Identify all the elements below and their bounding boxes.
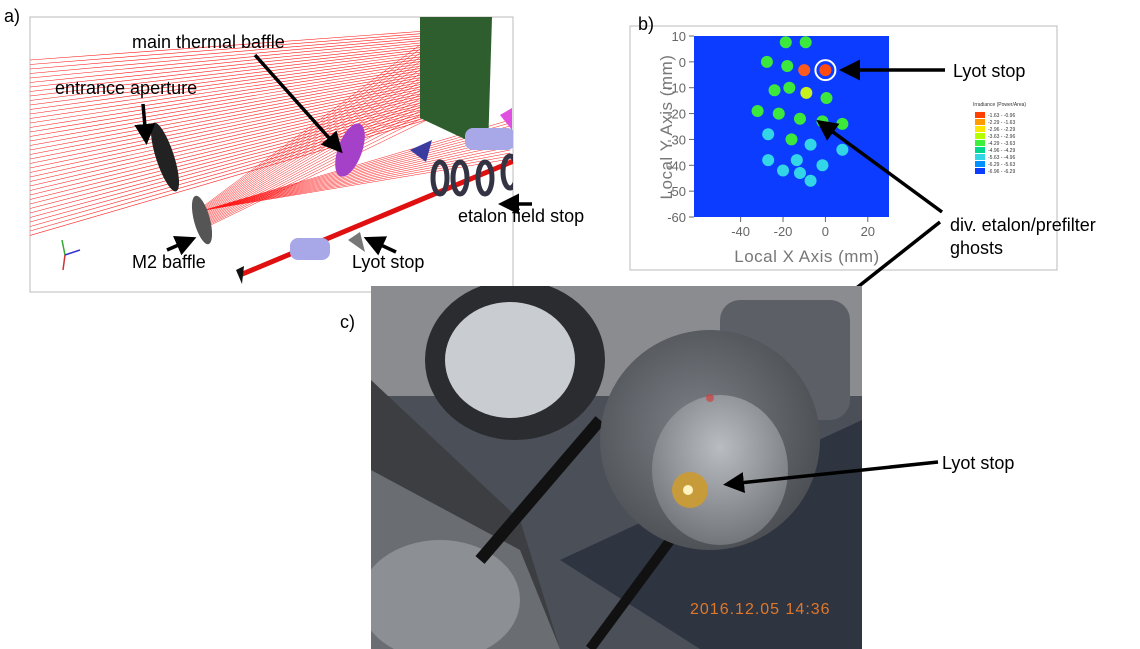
irradiance-spot bbox=[800, 87, 812, 99]
photo-panel: c) Lyot stop 2016.12.05 14:36 bbox=[340, 280, 1014, 649]
irradiance-spot bbox=[819, 64, 831, 76]
callout-label: main thermal baffle bbox=[132, 32, 285, 52]
y-tick-label: -40 bbox=[667, 158, 686, 173]
lens bbox=[465, 128, 515, 150]
y-tick-label: 10 bbox=[672, 29, 686, 44]
y-tick-label: -50 bbox=[667, 184, 686, 199]
y-tick-label: -30 bbox=[667, 132, 686, 147]
legend-label: -4.29 - -3.63 bbox=[988, 141, 1015, 147]
irradiance-spot bbox=[786, 133, 798, 145]
annotation: Lyot stop bbox=[942, 453, 1014, 473]
irradiance-spot bbox=[762, 128, 774, 140]
irradiance-spot bbox=[773, 108, 785, 120]
callout-label: entrance aperture bbox=[55, 78, 197, 98]
timestamp: 2016.12.05 14:36 bbox=[690, 601, 831, 618]
irradiance-spot bbox=[752, 105, 764, 117]
panel-label: c) bbox=[340, 312, 355, 332]
irradiance-spot bbox=[816, 159, 828, 171]
callout-label: M2 baffle bbox=[132, 252, 206, 272]
y-tick-label: 0 bbox=[679, 55, 686, 70]
y-tick-label: -20 bbox=[667, 107, 686, 122]
legend-swatch bbox=[975, 133, 985, 139]
legend-label: -6.96 - -6.29 bbox=[988, 169, 1015, 175]
legend-label: -2.29 - -1.63 bbox=[988, 120, 1015, 126]
irradiance-spot bbox=[777, 164, 789, 176]
legend-label: -2.96 - -2.29 bbox=[988, 127, 1015, 133]
irradiance-spot bbox=[836, 144, 848, 156]
panel-label: a) bbox=[4, 6, 20, 26]
x-axis-label: Local X Axis (mm) bbox=[734, 247, 879, 266]
irradiance-spot bbox=[800, 36, 812, 48]
annotation: ghosts bbox=[950, 238, 1003, 258]
x-tick-label: -20 bbox=[774, 224, 793, 239]
irradiance-spot bbox=[762, 154, 774, 166]
legend-swatch bbox=[975, 112, 985, 118]
x-tick-label: -40 bbox=[731, 224, 750, 239]
irradiance-spot bbox=[781, 60, 793, 72]
legend-swatch bbox=[975, 119, 985, 125]
callout-label: Lyot stop bbox=[352, 252, 424, 272]
legend-label: -5.63 - -4.96 bbox=[988, 155, 1015, 161]
legend-swatch bbox=[975, 126, 985, 132]
photo bbox=[360, 280, 862, 649]
irradiance-spot bbox=[761, 56, 773, 68]
irradiance-spot bbox=[805, 175, 817, 187]
figure: a) main thermal baffle entrance aperture… bbox=[0, 0, 1140, 649]
legend-swatch bbox=[975, 168, 985, 174]
x-tick-label: 0 bbox=[822, 224, 829, 239]
irradiance-spot bbox=[794, 167, 806, 179]
legend-label: -6.29 - -5.63 bbox=[988, 162, 1015, 168]
lens bbox=[290, 238, 330, 260]
legend-label: -3.63 - -2.96 bbox=[988, 134, 1015, 140]
legend-swatch bbox=[975, 154, 985, 160]
y-axis-label: Local Y Axis (mm) bbox=[657, 55, 676, 200]
callout-label: etalon field stop bbox=[458, 206, 584, 226]
irradiance-spot bbox=[805, 139, 817, 151]
irradiance-spot bbox=[836, 118, 848, 130]
annotation: Lyot stop bbox=[953, 61, 1025, 81]
legend-label: -1.63 - -0.96 bbox=[988, 113, 1015, 119]
irradiance-spot bbox=[769, 84, 781, 96]
irradiance-spot bbox=[798, 64, 810, 76]
legend-title: Irradiance (Power/Area) bbox=[973, 102, 1026, 108]
annotation: div. etalon/prefilter bbox=[950, 215, 1096, 235]
legend-swatch bbox=[975, 161, 985, 167]
panel-label: b) bbox=[638, 14, 654, 34]
legend-swatch bbox=[975, 140, 985, 146]
irradiance-spot bbox=[794, 113, 806, 125]
x-tick-label: 20 bbox=[861, 224, 875, 239]
irradiance-spot bbox=[791, 154, 803, 166]
legend-label: -4.96 - -4.29 bbox=[988, 148, 1015, 154]
raytrace-panel: a) main thermal baffle entrance aperture… bbox=[4, 6, 584, 292]
irradiance-spot bbox=[780, 36, 792, 48]
y-tick-label: -60 bbox=[667, 210, 686, 225]
irradiance-spot bbox=[820, 92, 832, 104]
irradiance-spot bbox=[783, 82, 795, 94]
y-tick-label: -10 bbox=[667, 81, 686, 96]
legend-swatch bbox=[975, 147, 985, 153]
